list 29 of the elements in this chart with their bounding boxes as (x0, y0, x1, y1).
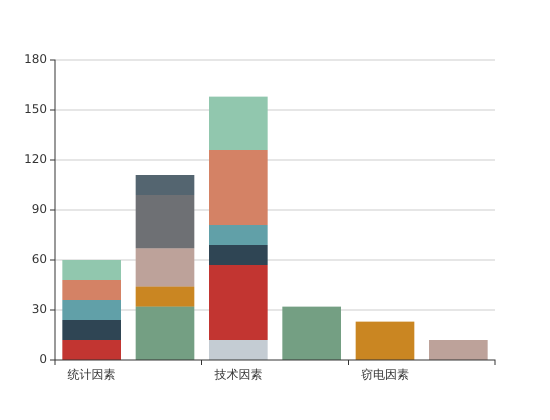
y-tick-label: 0 (39, 352, 47, 366)
bar (62, 280, 121, 300)
bar (356, 322, 414, 360)
x-tick-label: 窃电因素 (361, 367, 409, 382)
bar (136, 248, 194, 287)
bar (209, 96, 268, 150)
bar (209, 265, 268, 340)
y-tick-label: 30 (32, 302, 47, 316)
y-tick-label: 60 (32, 252, 47, 266)
x-tick-label: 技术因素 (213, 367, 262, 382)
y-tick-label: 90 (32, 202, 47, 216)
bar (209, 225, 268, 245)
bar (282, 306, 341, 360)
bar (136, 195, 194, 248)
bar (136, 175, 194, 195)
bar (429, 340, 488, 360)
bar (209, 150, 268, 225)
y-tick-label: 150 (24, 102, 47, 116)
x-tick-label: 统计因素 (68, 367, 116, 382)
y-tick-label: 180 (24, 52, 47, 66)
bar (136, 286, 194, 307)
y-tick-label: 120 (24, 152, 47, 166)
bar (136, 306, 194, 360)
bar (62, 340, 121, 360)
bar (209, 340, 268, 360)
bar (62, 260, 121, 280)
bar (62, 300, 121, 320)
bar (209, 245, 268, 265)
bar (62, 320, 121, 340)
